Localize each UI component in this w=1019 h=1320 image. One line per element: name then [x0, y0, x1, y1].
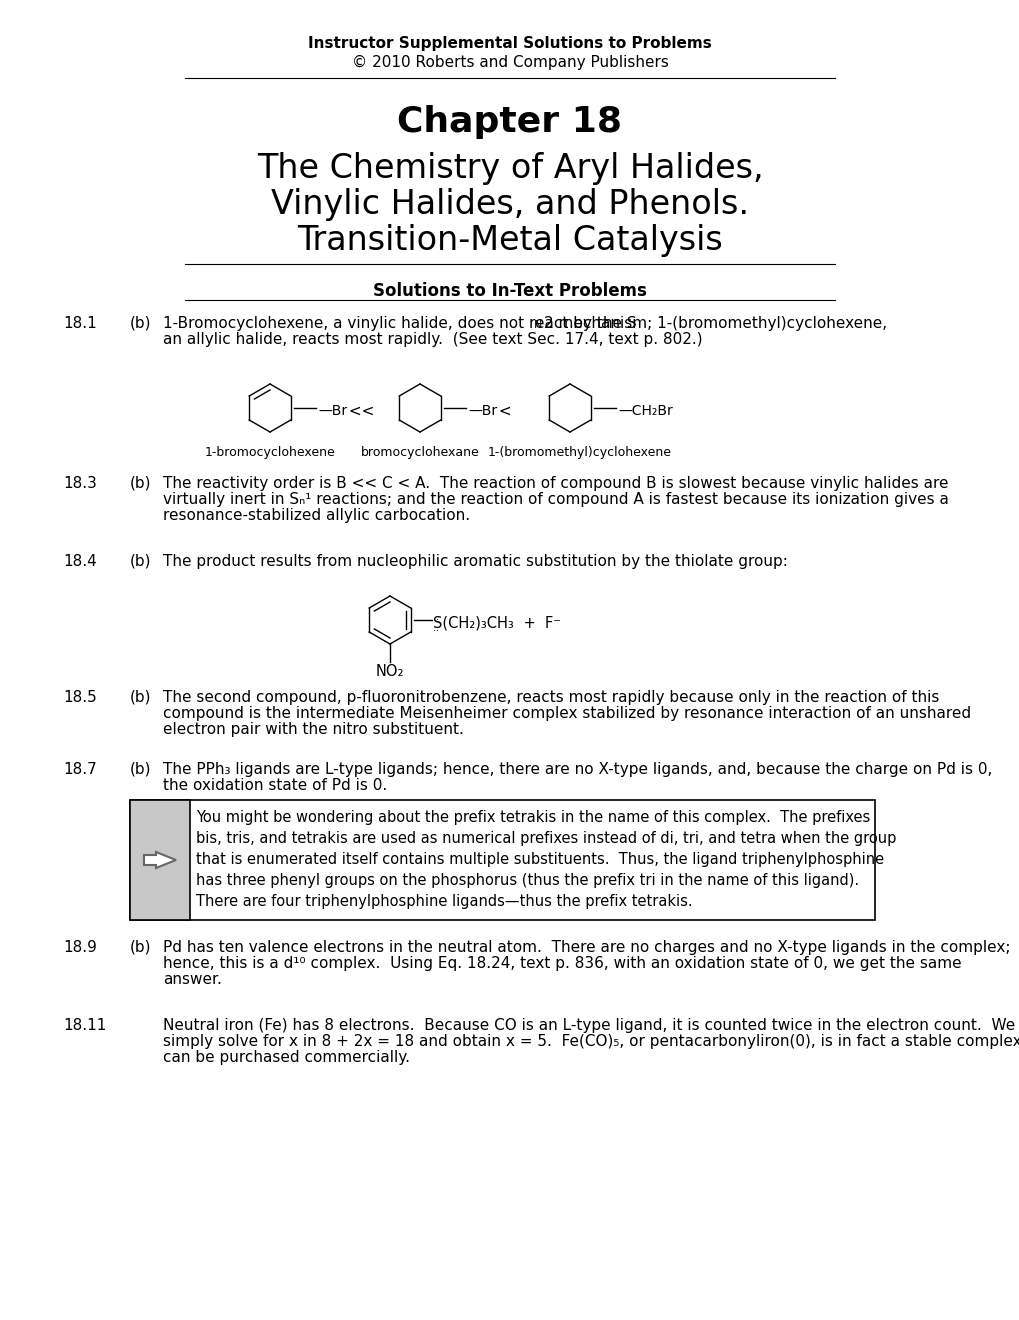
Text: resonance-stabilized allylic carbocation.: resonance-stabilized allylic carbocation…: [163, 508, 470, 523]
Text: compound is the intermediate Meisenheimer complex stabilized by resonance intera: compound is the intermediate Meisenheime…: [163, 706, 970, 721]
Text: virtually inert in Sₙ¹ reactions; and the reaction of compound A is fastest beca: virtually inert in Sₙ¹ reactions; and th…: [163, 492, 948, 507]
Text: © 2010 Roberts and Company Publishers: © 2010 Roberts and Company Publishers: [352, 55, 667, 70]
FancyBboxPatch shape: [129, 800, 190, 920]
Text: The reactivity order is B << C < A.  The reaction of compound B is slowest becau: The reactivity order is B << C < A. The …: [163, 477, 948, 491]
Text: Chapter 18: Chapter 18: [397, 106, 622, 139]
Text: 1-(bromomethyl)cyclohexene: 1-(bromomethyl)cyclohexene: [487, 446, 672, 459]
Text: 18.5: 18.5: [63, 690, 97, 705]
Text: (b): (b): [129, 762, 152, 777]
Text: electron pair with the nitro substituent.: electron pair with the nitro substituent…: [163, 722, 464, 737]
Text: The Chemistry of Aryl Halides,: The Chemistry of Aryl Halides,: [257, 152, 762, 185]
Text: 1-bromocyclohexene: 1-bromocyclohexene: [205, 446, 335, 459]
Text: 1-Bromocyclohexene, a vinylic halide, does not react by the S: 1-Bromocyclohexene, a vinylic halide, do…: [163, 315, 636, 331]
Text: 18.4: 18.4: [63, 554, 97, 569]
Text: <<: <<: [343, 404, 374, 418]
Text: Pd has ten valence electrons in the neutral atom.  There are no charges and no X: Pd has ten valence electrons in the neut…: [163, 940, 1010, 954]
Text: +  F⁻: + F⁻: [519, 616, 560, 631]
Text: bis, tris, and tetrakis are used as numerical prefixes instead of di, tri, and t: bis, tris, and tetrakis are used as nume…: [196, 832, 896, 846]
Text: Instructor Supplemental Solutions to Problems: Instructor Supplemental Solutions to Pro…: [308, 36, 711, 51]
Text: —CH₂Br: —CH₂Br: [618, 404, 673, 418]
Text: ··: ··: [433, 626, 438, 636]
Text: hence, this is a d¹⁰ complex.  Using Eq. 18.24, text p. 836, with an oxidation s: hence, this is a d¹⁰ complex. Using Eq. …: [163, 956, 961, 972]
Text: has three phenyl groups on the phosphorus (thus the prefix tri in the name of th: has three phenyl groups on the phosphoru…: [196, 873, 858, 888]
Text: The product results from nucleophilic aromatic substitution by the thiolate grou: The product results from nucleophilic ar…: [163, 554, 787, 569]
Text: (b): (b): [129, 554, 152, 569]
Text: —Br: —Br: [318, 404, 346, 418]
Text: The second compound, p-fluoronitrobenzene, reacts most rapidly because only in t: The second compound, p-fluoronitrobenzen…: [163, 690, 938, 705]
Text: Solutions to In-Text Problems: Solutions to In-Text Problems: [373, 282, 646, 300]
Text: Vinylic Halides, and Phenols.: Vinylic Halides, and Phenols.: [271, 187, 748, 220]
Text: You might be wondering about the prefix tetrakis in the name of this complex.  T: You might be wondering about the prefix …: [196, 810, 869, 825]
Text: (b): (b): [129, 690, 152, 705]
Text: NO₂: NO₂: [375, 664, 404, 678]
Text: can be purchased commercially.: can be purchased commercially.: [163, 1049, 410, 1065]
Text: —Br: —Br: [468, 404, 496, 418]
Text: Neutral iron (Fe) has 8 electrons.  Because CO is an L-type ligand, it is counte: Neutral iron (Fe) has 8 electrons. Becau…: [163, 1018, 1014, 1034]
Text: There are four triphenylphosphine ligands—thus the prefix tetrakis.: There are four triphenylphosphine ligand…: [196, 894, 692, 909]
Text: (b): (b): [129, 477, 152, 491]
Text: N: N: [534, 319, 542, 330]
Text: (b): (b): [129, 940, 152, 954]
Text: <: <: [493, 404, 512, 418]
Text: bromocyclohexane: bromocyclohexane: [361, 446, 479, 459]
Polygon shape: [144, 851, 176, 869]
Text: ··: ··: [433, 615, 438, 624]
Text: that is enumerated itself contains multiple substituents.  Thus, the ligand trip: that is enumerated itself contains multi…: [196, 851, 883, 867]
Text: The PPh₃ ligands are L-type ligands; hence, there are no X-type ligands, and, be: The PPh₃ ligands are L-type ligands; hen…: [163, 762, 991, 777]
Text: an allylic halide, reacts most rapidly.  (See text Sec. 17.4, text p. 802.): an allylic halide, reacts most rapidly. …: [163, 333, 702, 347]
Text: (b): (b): [129, 315, 152, 331]
Text: 18.1: 18.1: [63, 315, 97, 331]
Text: answer.: answer.: [163, 972, 222, 987]
Text: simply solve for x in 8 + 2x = 18 and obtain x = 5.  Fe(CO)₅, or pentacarbonylir: simply solve for x in 8 + 2x = 18 and ob…: [163, 1034, 1019, 1049]
Text: Transition-Metal Catalysis: Transition-Metal Catalysis: [297, 224, 722, 257]
FancyBboxPatch shape: [129, 800, 874, 920]
Text: 18.9: 18.9: [63, 940, 97, 954]
Text: 18.3: 18.3: [63, 477, 97, 491]
Text: 2 mechanism; 1-(bromomethyl)cyclohexene,: 2 mechanism; 1-(bromomethyl)cyclohexene,: [543, 315, 887, 331]
Text: 18.11: 18.11: [63, 1018, 106, 1034]
Text: S(CH₂)₃CH₃: S(CH₂)₃CH₃: [433, 616, 514, 631]
Text: 18.7: 18.7: [63, 762, 97, 777]
Text: the oxidation state of Pd is 0.: the oxidation state of Pd is 0.: [163, 777, 387, 793]
